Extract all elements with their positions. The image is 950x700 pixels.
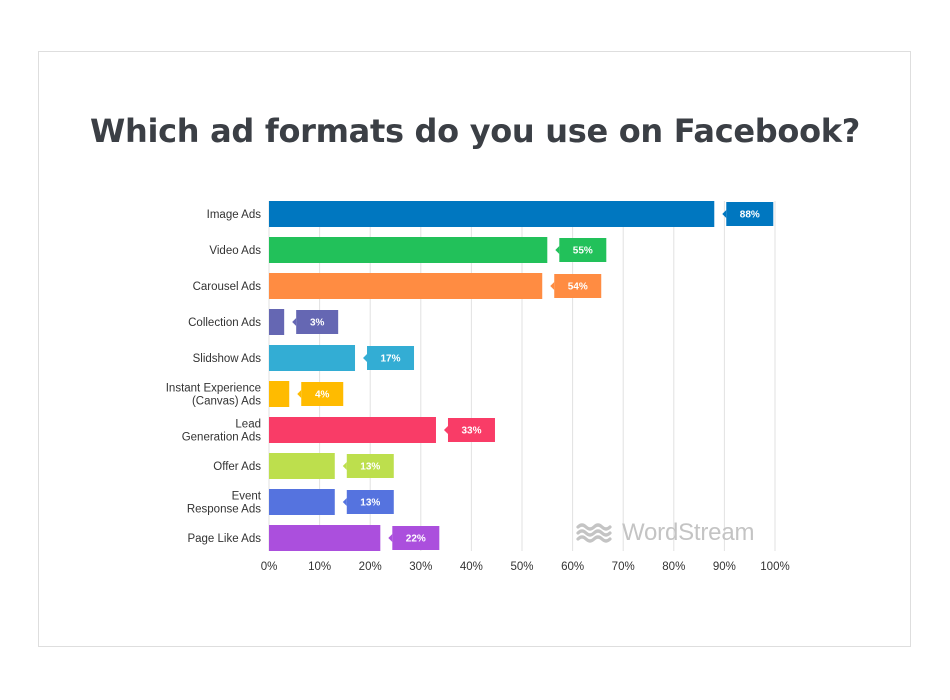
category-label: (Canvas) Ads [192, 396, 261, 408]
value-callout-pointer [292, 318, 297, 326]
value-callout-pointer [342, 462, 347, 470]
x-tick-label: 30% [409, 561, 432, 573]
value-callout-pointer [388, 534, 393, 542]
brand-name: WordStream [622, 519, 755, 546]
category-label: Lead [235, 419, 261, 431]
value-callout [726, 202, 774, 226]
bar [269, 489, 335, 515]
x-tick-label: 70% [612, 561, 635, 573]
category-label: Video Ads [209, 245, 261, 257]
x-tick-label: 50% [510, 561, 533, 573]
value-label: 54% [568, 282, 588, 293]
bars [269, 201, 715, 551]
value-callout [447, 418, 495, 442]
category-labels: Image Ads Video Ads Carousel Ads Collection… [166, 209, 262, 545]
x-tick-label: 80% [662, 561, 685, 573]
category-label: Slidshow Ads [193, 353, 262, 365]
value-callout-pointer [550, 282, 555, 290]
bar [269, 453, 335, 479]
value-callout [296, 310, 339, 334]
value-labels: 88% 55% 54% 3% 17% 4% 33% 13% 13% 22% [292, 202, 774, 550]
value-callout [554, 274, 602, 298]
value-callout-pointer [342, 498, 347, 506]
value-label: 17% [381, 354, 401, 365]
value-label: 22% [406, 534, 426, 545]
value-callout-pointer [555, 246, 560, 254]
x-tick-label: 20% [359, 561, 382, 573]
category-label: Response Ads [187, 504, 261, 516]
value-label: 55% [573, 246, 593, 257]
category-label: Event [232, 491, 262, 503]
x-tick-label: 60% [561, 561, 584, 573]
value-callout [392, 526, 440, 550]
category-label: Generation Ads [182, 432, 262, 444]
value-label: 13% [360, 498, 380, 509]
bar [269, 237, 548, 263]
value-callout-pointer [363, 354, 368, 362]
value-label: 13% [360, 462, 380, 473]
category-label: Image Ads [207, 209, 262, 221]
value-label: 88% [740, 210, 760, 221]
value-callout-pointer [443, 426, 448, 434]
value-callout [367, 346, 415, 370]
bar [269, 309, 285, 335]
value-label: 3% [310, 318, 325, 329]
category-label: Instant Experience [166, 383, 261, 395]
value-callout [346, 454, 394, 478]
bar [269, 417, 436, 443]
x-tick-label: 40% [460, 561, 483, 573]
wave-logo-icon [576, 523, 612, 543]
x-tick-label: 90% [713, 561, 736, 573]
category-label: Carousel Ads [193, 281, 262, 293]
value-callout [559, 238, 607, 262]
value-label: 4% [315, 390, 330, 401]
wordstream-watermark: WordStream [576, 518, 754, 548]
category-label: Page Like Ads [187, 533, 261, 545]
x-tick-label: 0% [261, 561, 278, 573]
bar [269, 201, 715, 227]
x-axis-ticks: 0% 10% 20% 30% 40% 50% 60% 70% 80% 90% 100% [261, 561, 790, 573]
bar [269, 525, 381, 551]
x-tick-label: 10% [308, 561, 331, 573]
value-callout [301, 382, 344, 406]
value-callout-pointer [297, 390, 302, 398]
value-callout-pointer [722, 210, 727, 218]
chart-title: Which ad formats do you use on Facebook? [89, 112, 861, 150]
bar [269, 381, 290, 407]
bar [269, 273, 543, 299]
bar [269, 345, 356, 371]
value-label: 33% [461, 426, 481, 437]
x-tick-label: 100% [760, 561, 789, 573]
category-label: Collection Ads [188, 317, 261, 329]
value-callout [346, 490, 394, 514]
category-label: Offer Ads [213, 461, 261, 473]
chart-card [38, 51, 911, 647]
